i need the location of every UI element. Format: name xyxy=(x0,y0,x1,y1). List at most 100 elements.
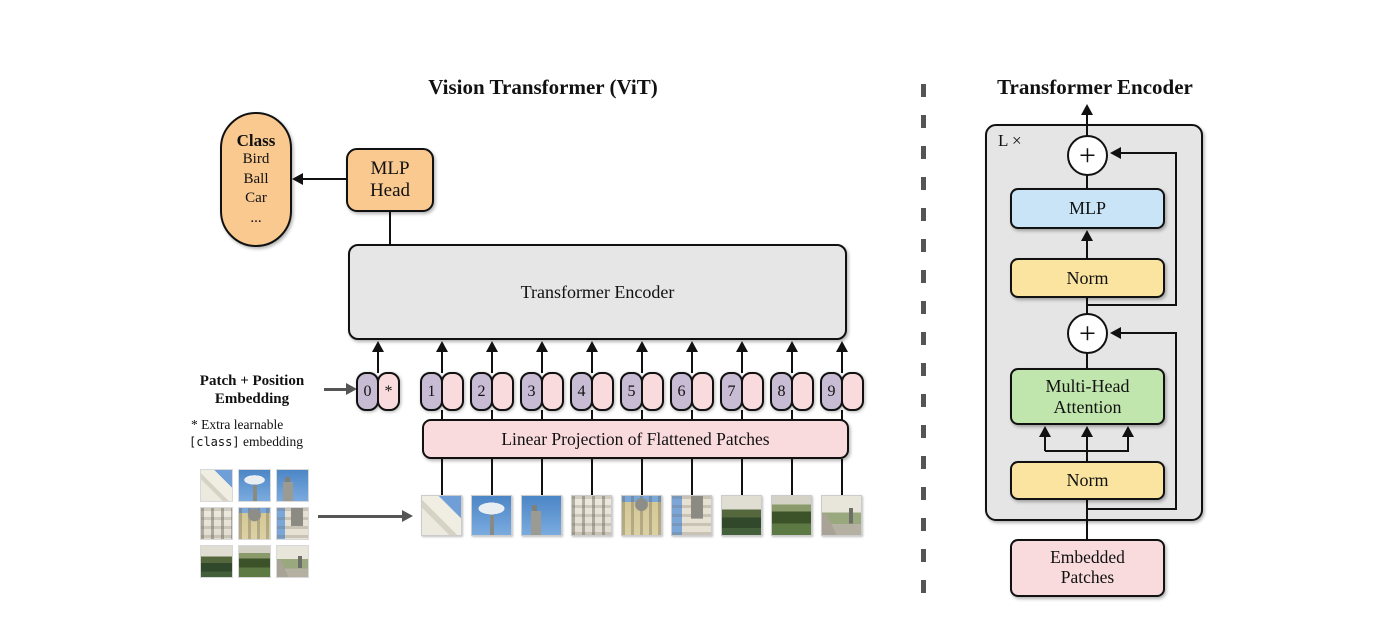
qkv-line xyxy=(1044,436,1046,451)
token-arrow-line xyxy=(691,351,693,373)
embedding-pointer-line xyxy=(324,388,347,391)
image-patch xyxy=(200,507,233,540)
linear-projection-label: Linear Projection of Flattened Patches xyxy=(501,428,770,449)
arrow-left-icon xyxy=(1110,147,1121,159)
token-pair: 2 xyxy=(470,372,514,411)
patch-stem-line xyxy=(541,459,543,496)
patch-stem-line xyxy=(441,459,443,496)
footnote-line2: [class] embedding xyxy=(189,434,303,450)
image-patch xyxy=(276,545,309,578)
image-patch xyxy=(276,507,309,540)
mlp-label: MLP xyxy=(1068,198,1106,219)
token-pair: 8 xyxy=(770,372,814,411)
qkv-line xyxy=(1086,436,1088,451)
connector-line xyxy=(1086,352,1088,369)
connector-line xyxy=(1086,296,1088,314)
patch-embedding-pill xyxy=(741,372,764,411)
arrow-up-icon xyxy=(372,341,384,352)
residual-line xyxy=(1087,508,1177,510)
norm-label: Norm xyxy=(1066,267,1109,288)
patch-stem-line xyxy=(791,459,793,496)
footnote-class-token: [class] xyxy=(189,435,240,449)
norm-label: Norm xyxy=(1066,470,1109,491)
image-patch xyxy=(200,545,233,578)
input-image-grid xyxy=(200,469,309,578)
flattened-image-patch xyxy=(671,495,712,536)
residual-line xyxy=(1175,152,1177,306)
flattened-image-patch xyxy=(771,495,812,536)
token-stem-line xyxy=(741,410,743,420)
token-pair: 9 xyxy=(820,372,864,411)
flattened-image-patch xyxy=(571,495,612,536)
arrow-up-icon xyxy=(686,341,698,352)
patch-embedding-pill xyxy=(591,372,614,411)
token-arrow-line xyxy=(541,351,543,373)
residual-line xyxy=(1121,332,1177,334)
arrow-up-icon xyxy=(436,341,448,352)
token-arrow-line xyxy=(591,351,593,373)
token-pair: 7 xyxy=(720,372,764,411)
arrow-up-icon xyxy=(736,341,748,352)
divider-dashed-line xyxy=(921,84,926,605)
arrow-up-icon xyxy=(1081,230,1093,241)
image-patch xyxy=(200,469,233,502)
class-list: Bird Ball Car ... xyxy=(242,151,270,226)
position-embedding-pill: 5 xyxy=(620,372,643,411)
norm-box-top: Norm xyxy=(1010,258,1165,298)
position-embedding-pill: 7 xyxy=(720,372,743,411)
vit-title: Vision Transformer (ViT) xyxy=(428,75,658,99)
footnote-line1: * Extra learnable xyxy=(191,417,284,432)
encoder-output-line xyxy=(1086,114,1088,137)
patch-embedding-pill xyxy=(641,372,664,411)
image-patch xyxy=(238,545,271,578)
token-pair: 6 xyxy=(670,372,714,411)
arrow-up-icon xyxy=(636,341,648,352)
residual-line xyxy=(1121,152,1177,154)
embedded-patches-box: Embedded Patches xyxy=(1010,539,1165,597)
patch-embedding-pill xyxy=(691,372,714,411)
class-output-pill: Class Bird Ball Car ... xyxy=(220,112,292,247)
image-patch xyxy=(276,469,309,502)
patch-stem-line xyxy=(741,459,743,496)
position-embedding-pill: 8 xyxy=(770,372,793,411)
image-patch xyxy=(238,469,271,502)
arrow-up-icon xyxy=(1122,426,1134,437)
input-line xyxy=(1086,499,1088,540)
patch-embedding-pill: * xyxy=(377,372,400,411)
arrow-left-icon xyxy=(1110,327,1121,339)
mlp-to-class-line xyxy=(301,178,347,180)
connector-line xyxy=(1086,174,1088,190)
patch-embedding-pill xyxy=(541,372,564,411)
position-embedding-pill: 6 xyxy=(670,372,693,411)
token-pair: 4 xyxy=(570,372,614,411)
arrow-left-icon xyxy=(292,173,303,185)
token-arrow-line xyxy=(441,351,443,373)
position-embedding-pill: 3 xyxy=(520,372,543,411)
arrow-up-icon xyxy=(1081,426,1093,437)
flattened-image-patch xyxy=(821,495,862,536)
token-stem-line xyxy=(441,410,443,420)
mlp-head-box: MLP Head xyxy=(346,148,434,212)
encoder-to-mlp-head-line xyxy=(389,212,391,245)
image-patch xyxy=(238,507,271,540)
arrow-up-icon xyxy=(586,341,598,352)
token-arrow-line xyxy=(841,351,843,373)
patch-stem-line xyxy=(691,459,693,496)
residual-add-circle: + xyxy=(1067,313,1108,354)
patch-stem-line xyxy=(591,459,593,496)
position-embedding-pill: 2 xyxy=(470,372,493,411)
patch-embedding-pill xyxy=(841,372,864,411)
residual-add-circle: + xyxy=(1067,135,1108,176)
patch-stem-line xyxy=(641,459,643,496)
token-stem-line xyxy=(491,410,493,420)
patch-stem-line xyxy=(841,459,843,496)
patch-position-embedding-label: Patch + Position Embedding xyxy=(199,373,305,407)
transformer-encoder-box: Transformer Encoder xyxy=(348,244,847,340)
linear-projection-box: Linear Projection of Flattened Patches xyxy=(422,419,849,459)
position-embedding-pill: 0 xyxy=(356,372,379,411)
multi-head-attention-box: Multi-Head Attention xyxy=(1010,368,1165,425)
token-stem-line xyxy=(841,410,843,420)
repeat-count-label: L × xyxy=(998,131,1022,150)
arrow-up-icon xyxy=(536,341,548,352)
